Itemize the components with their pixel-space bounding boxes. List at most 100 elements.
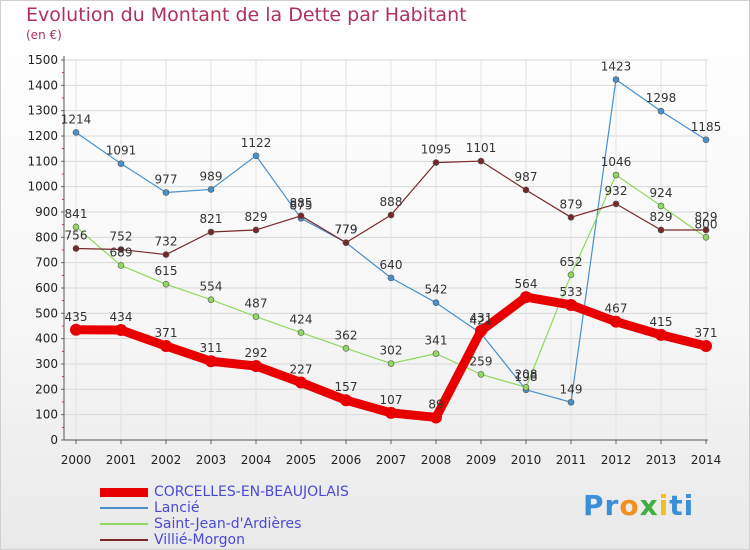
data-point bbox=[432, 350, 440, 357]
y-tick-label: 700 bbox=[35, 256, 58, 270]
x-tick-label: 2005 bbox=[286, 453, 317, 467]
data-point bbox=[657, 202, 665, 210]
data-point bbox=[700, 340, 712, 353]
data-label: 467 bbox=[605, 302, 628, 316]
data-label: 434 bbox=[110, 310, 133, 324]
legend-swatch bbox=[100, 507, 148, 509]
x-tick-label: 2007 bbox=[376, 453, 407, 467]
data-point bbox=[522, 384, 530, 391]
data-point bbox=[252, 152, 260, 160]
data-point bbox=[162, 251, 170, 258]
y-tick-label: 800 bbox=[35, 230, 58, 244]
data-point bbox=[162, 280, 170, 288]
data-point bbox=[295, 376, 307, 389]
data-point bbox=[567, 214, 575, 221]
data-label: 841 bbox=[65, 207, 88, 221]
data-label: 415 bbox=[650, 315, 673, 329]
y-tick-label: 1300 bbox=[27, 104, 58, 118]
data-point bbox=[657, 226, 665, 234]
data-point bbox=[72, 245, 80, 252]
data-point bbox=[612, 171, 620, 179]
data-label: 533 bbox=[560, 285, 583, 299]
x-tick-label: 2001 bbox=[106, 453, 137, 467]
data-label: 554 bbox=[200, 280, 223, 294]
data-label: 924 bbox=[650, 186, 673, 200]
data-label: 1214 bbox=[61, 112, 92, 126]
legend-item: CORCELLES-EN-BEAUJOLAIS bbox=[100, 484, 349, 500]
data-point bbox=[160, 340, 172, 353]
x-tick-label: 2011 bbox=[556, 453, 587, 467]
data-label: 421 bbox=[470, 313, 493, 327]
legend: CORCELLES-EN-BEAUJOLAIS Lancié Saint-Jean-… bbox=[100, 484, 349, 548]
x-tick-label: 2014 bbox=[691, 453, 722, 467]
chart-title: Evolution du Montant de la Dette par Hab… bbox=[26, 4, 467, 26]
data-point bbox=[387, 360, 395, 367]
data-point bbox=[342, 344, 350, 352]
data-label: 932 bbox=[605, 184, 628, 198]
legend-label: Saint-Jean-d'Ardières bbox=[154, 516, 302, 532]
data-label: 371 bbox=[155, 326, 178, 340]
data-label: 829 bbox=[245, 210, 268, 224]
x-tick-label: 2003 bbox=[196, 453, 227, 467]
data-point bbox=[162, 189, 170, 196]
y-tick-label: 1400 bbox=[27, 78, 58, 92]
data-point bbox=[117, 246, 125, 253]
data-point bbox=[655, 328, 667, 341]
data-label: 879 bbox=[560, 197, 583, 211]
data-label: 292 bbox=[245, 346, 268, 360]
data-point bbox=[702, 136, 710, 144]
data-label: 977 bbox=[155, 172, 178, 186]
proxiti-logo: Proxiti bbox=[583, 489, 694, 522]
data-label: 487 bbox=[245, 297, 268, 311]
legend-item: Saint-Jean-d'Ardières bbox=[100, 516, 349, 532]
data-point bbox=[252, 313, 260, 320]
data-label: 732 bbox=[155, 235, 178, 249]
x-tick-label: 2008 bbox=[421, 453, 452, 467]
data-point bbox=[207, 296, 215, 303]
data-label: 1122 bbox=[241, 136, 272, 150]
data-label: 779 bbox=[335, 223, 358, 237]
legend-item: Villié-Morgon bbox=[100, 532, 349, 548]
data-point bbox=[115, 324, 127, 337]
logo-letter: o bbox=[619, 489, 640, 522]
data-label: 341 bbox=[425, 334, 448, 348]
data-point bbox=[252, 226, 260, 234]
x-tick-label: 2010 bbox=[511, 453, 542, 467]
data-point bbox=[207, 228, 215, 236]
data-label: 615 bbox=[155, 264, 178, 278]
data-label: 564 bbox=[515, 277, 538, 291]
grid-lines bbox=[64, 59, 708, 441]
data-point bbox=[520, 291, 532, 304]
data-point bbox=[657, 107, 665, 115]
data-label: 752 bbox=[110, 229, 133, 243]
data-label: 198 bbox=[515, 370, 538, 384]
y-tick-label: 300 bbox=[35, 357, 58, 371]
data-label: 1423 bbox=[601, 60, 632, 74]
data-label: 821 bbox=[200, 212, 223, 226]
data-label: 157 bbox=[335, 380, 358, 394]
y-tick-label: 0 bbox=[50, 433, 58, 447]
data-point bbox=[477, 371, 485, 378]
data-label: 875 bbox=[290, 198, 313, 212]
data-label: 89 bbox=[428, 397, 443, 411]
data-point bbox=[567, 271, 575, 279]
data-label: 227 bbox=[290, 362, 313, 376]
x-tick-label: 2006 bbox=[331, 453, 362, 467]
data-label: 259 bbox=[470, 354, 493, 368]
data-label: 756 bbox=[65, 228, 88, 242]
x-tick-label: 2012 bbox=[601, 453, 632, 467]
data-point bbox=[250, 360, 262, 373]
data-label: 1091 bbox=[106, 144, 137, 158]
data-point bbox=[565, 298, 577, 311]
data-point bbox=[612, 76, 620, 83]
y-tick-label: 1500 bbox=[27, 53, 58, 67]
data-label: 542 bbox=[425, 283, 448, 297]
data-label: 371 bbox=[695, 326, 718, 340]
data-point bbox=[387, 211, 395, 219]
legend-item: Lancié bbox=[100, 500, 349, 516]
data-label: 652 bbox=[560, 255, 583, 269]
data-label: 435 bbox=[65, 310, 88, 324]
data-point bbox=[342, 239, 350, 246]
data-point bbox=[430, 411, 442, 424]
